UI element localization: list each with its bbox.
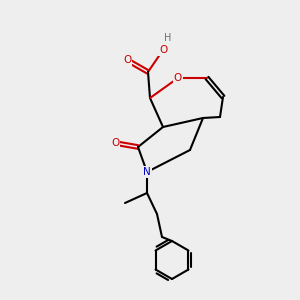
Text: O: O <box>159 45 167 55</box>
Text: O: O <box>123 55 131 65</box>
Text: O: O <box>111 138 119 148</box>
Text: O: O <box>174 73 182 83</box>
Text: N: N <box>143 167 151 177</box>
Text: H: H <box>164 33 172 43</box>
